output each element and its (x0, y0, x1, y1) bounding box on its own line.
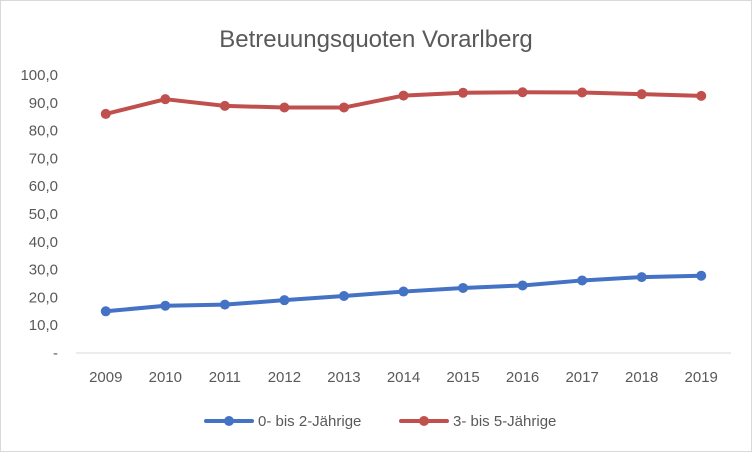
x-tick-label: 2018 (625, 369, 658, 386)
data-point (279, 295, 290, 306)
legend-marker-swatch (224, 416, 234, 426)
data-point (398, 90, 409, 101)
x-tick-label: 2009 (89, 369, 122, 386)
x-tick-label: 2012 (268, 369, 301, 386)
x-tick-label: 2013 (327, 369, 360, 386)
data-point (517, 87, 528, 98)
legend-marker-swatch (419, 416, 429, 426)
data-point (160, 94, 171, 105)
y-tick-label: - (53, 345, 58, 362)
data-point (100, 306, 111, 317)
y-tick-label: 70,0 (29, 150, 58, 167)
y-tick-label: 40,0 (29, 234, 58, 251)
data-point (577, 87, 588, 98)
data-point (398, 286, 409, 297)
series-group (100, 270, 707, 317)
data-point (636, 89, 647, 100)
chart-title: Betreuungsquoten Vorarlberg (219, 26, 533, 53)
x-tick-label: 2017 (565, 369, 598, 386)
data-point (458, 282, 469, 293)
x-tick-label: 2011 (209, 369, 241, 386)
data-point (279, 102, 290, 113)
data-point (338, 291, 349, 302)
y-axis-tick-labels: - 10,0 20,0 30,0 40,0 50,0 60,0 70,0 80,0 90,0 100… (20, 67, 58, 362)
series-layer (100, 87, 707, 317)
data-point (696, 90, 707, 101)
x-tick-label: 2014 (387, 369, 420, 386)
data-point (100, 108, 111, 119)
legend-label: 0- bis 2-Jährige (258, 413, 361, 430)
legend-item: 0- bis 2-Jährige (204, 413, 361, 430)
y-tick-label: 60,0 (29, 178, 58, 195)
y-tick-label: 100,0 (20, 67, 58, 84)
legend-item: 3- bis 5-Jährige (399, 413, 556, 430)
x-axis-tick-labels: 2009 2010 2011 2012 2013 2014 2015 2016 2017 2018… (89, 369, 718, 386)
y-tick-label: 80,0 (29, 123, 58, 140)
x-tick-label: 2010 (149, 369, 182, 386)
y-tick-label: 10,0 (29, 317, 58, 334)
y-tick-label: 50,0 (29, 206, 58, 223)
x-tick-label: 2015 (446, 369, 479, 386)
data-point (219, 299, 230, 310)
data-point (338, 102, 349, 113)
data-point (160, 300, 171, 311)
data-point (219, 100, 230, 111)
data-point (517, 280, 528, 291)
legend-label: 3- bis 5-Jährige (453, 413, 556, 430)
y-tick-label: 30,0 (29, 262, 58, 279)
legend: 0- bis 2-Jährige 3- bis 5-Jährige (204, 413, 556, 430)
data-point (696, 270, 707, 281)
data-point (577, 275, 588, 286)
series-group (100, 87, 707, 119)
x-tick-label: 2016 (506, 369, 539, 386)
data-point (458, 87, 469, 98)
x-tick-label: 2019 (685, 369, 718, 386)
data-point (636, 272, 647, 283)
y-tick-label: 20,0 (29, 289, 58, 306)
y-tick-label: 90,0 (29, 95, 58, 112)
